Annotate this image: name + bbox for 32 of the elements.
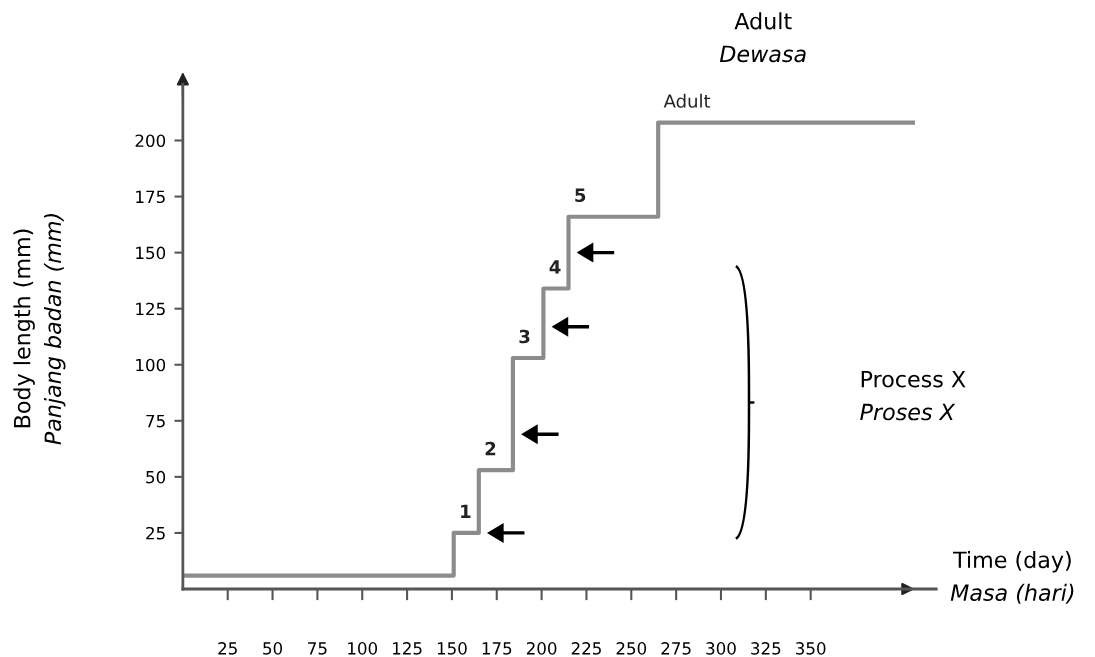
annotation: 2 <box>485 441 496 456</box>
x-tick-label: 50 <box>263 642 283 655</box>
y-tick-label: 150 <box>136 246 166 260</box>
y-tick-label: 125 <box>136 302 165 316</box>
x-tick-label: 25 <box>218 642 237 655</box>
y-tick-label: 25 <box>146 526 165 540</box>
text: Adult Dewasa <box>719 12 806 63</box>
y-axis-title: Body length (mm) Panjang badan (mm) <box>13 214 66 445</box>
x-tick-label: 350 <box>796 642 826 655</box>
y-tick-label: 100 <box>136 358 166 372</box>
x-tick-label: 325 <box>751 642 781 655</box>
annotation: 5 <box>575 188 586 203</box>
y-tick-label: 50 <box>146 470 166 484</box>
x-tick-label: 225 <box>571 642 601 655</box>
y-tick-label: 200 <box>135 134 166 148</box>
x-tick-label: 250 <box>616 642 647 655</box>
x-tick-label: 75 <box>308 642 327 655</box>
x-tick-label: 100 <box>348 642 378 655</box>
x-tick-label: 300 <box>706 642 736 655</box>
x-tick-label: 150 <box>437 642 467 655</box>
y-tick-label: 175 <box>136 190 165 204</box>
annotation: 1 <box>461 504 471 518</box>
x-tick-label: 175 <box>482 642 512 655</box>
y-tick-label: 75 <box>146 414 165 428</box>
annotation: 4 <box>549 260 561 274</box>
annotation: Adult <box>663 93 711 108</box>
annotation: Process X Proses X <box>860 370 966 421</box>
annotation: 3 <box>519 329 530 344</box>
x-axis-title: Time (day) Masa (hari) <box>950 550 1074 604</box>
x-tick-label: 200 <box>526 642 557 655</box>
x-tick-label: 125 <box>393 642 422 655</box>
x-tick-label: 275 <box>661 642 691 655</box>
